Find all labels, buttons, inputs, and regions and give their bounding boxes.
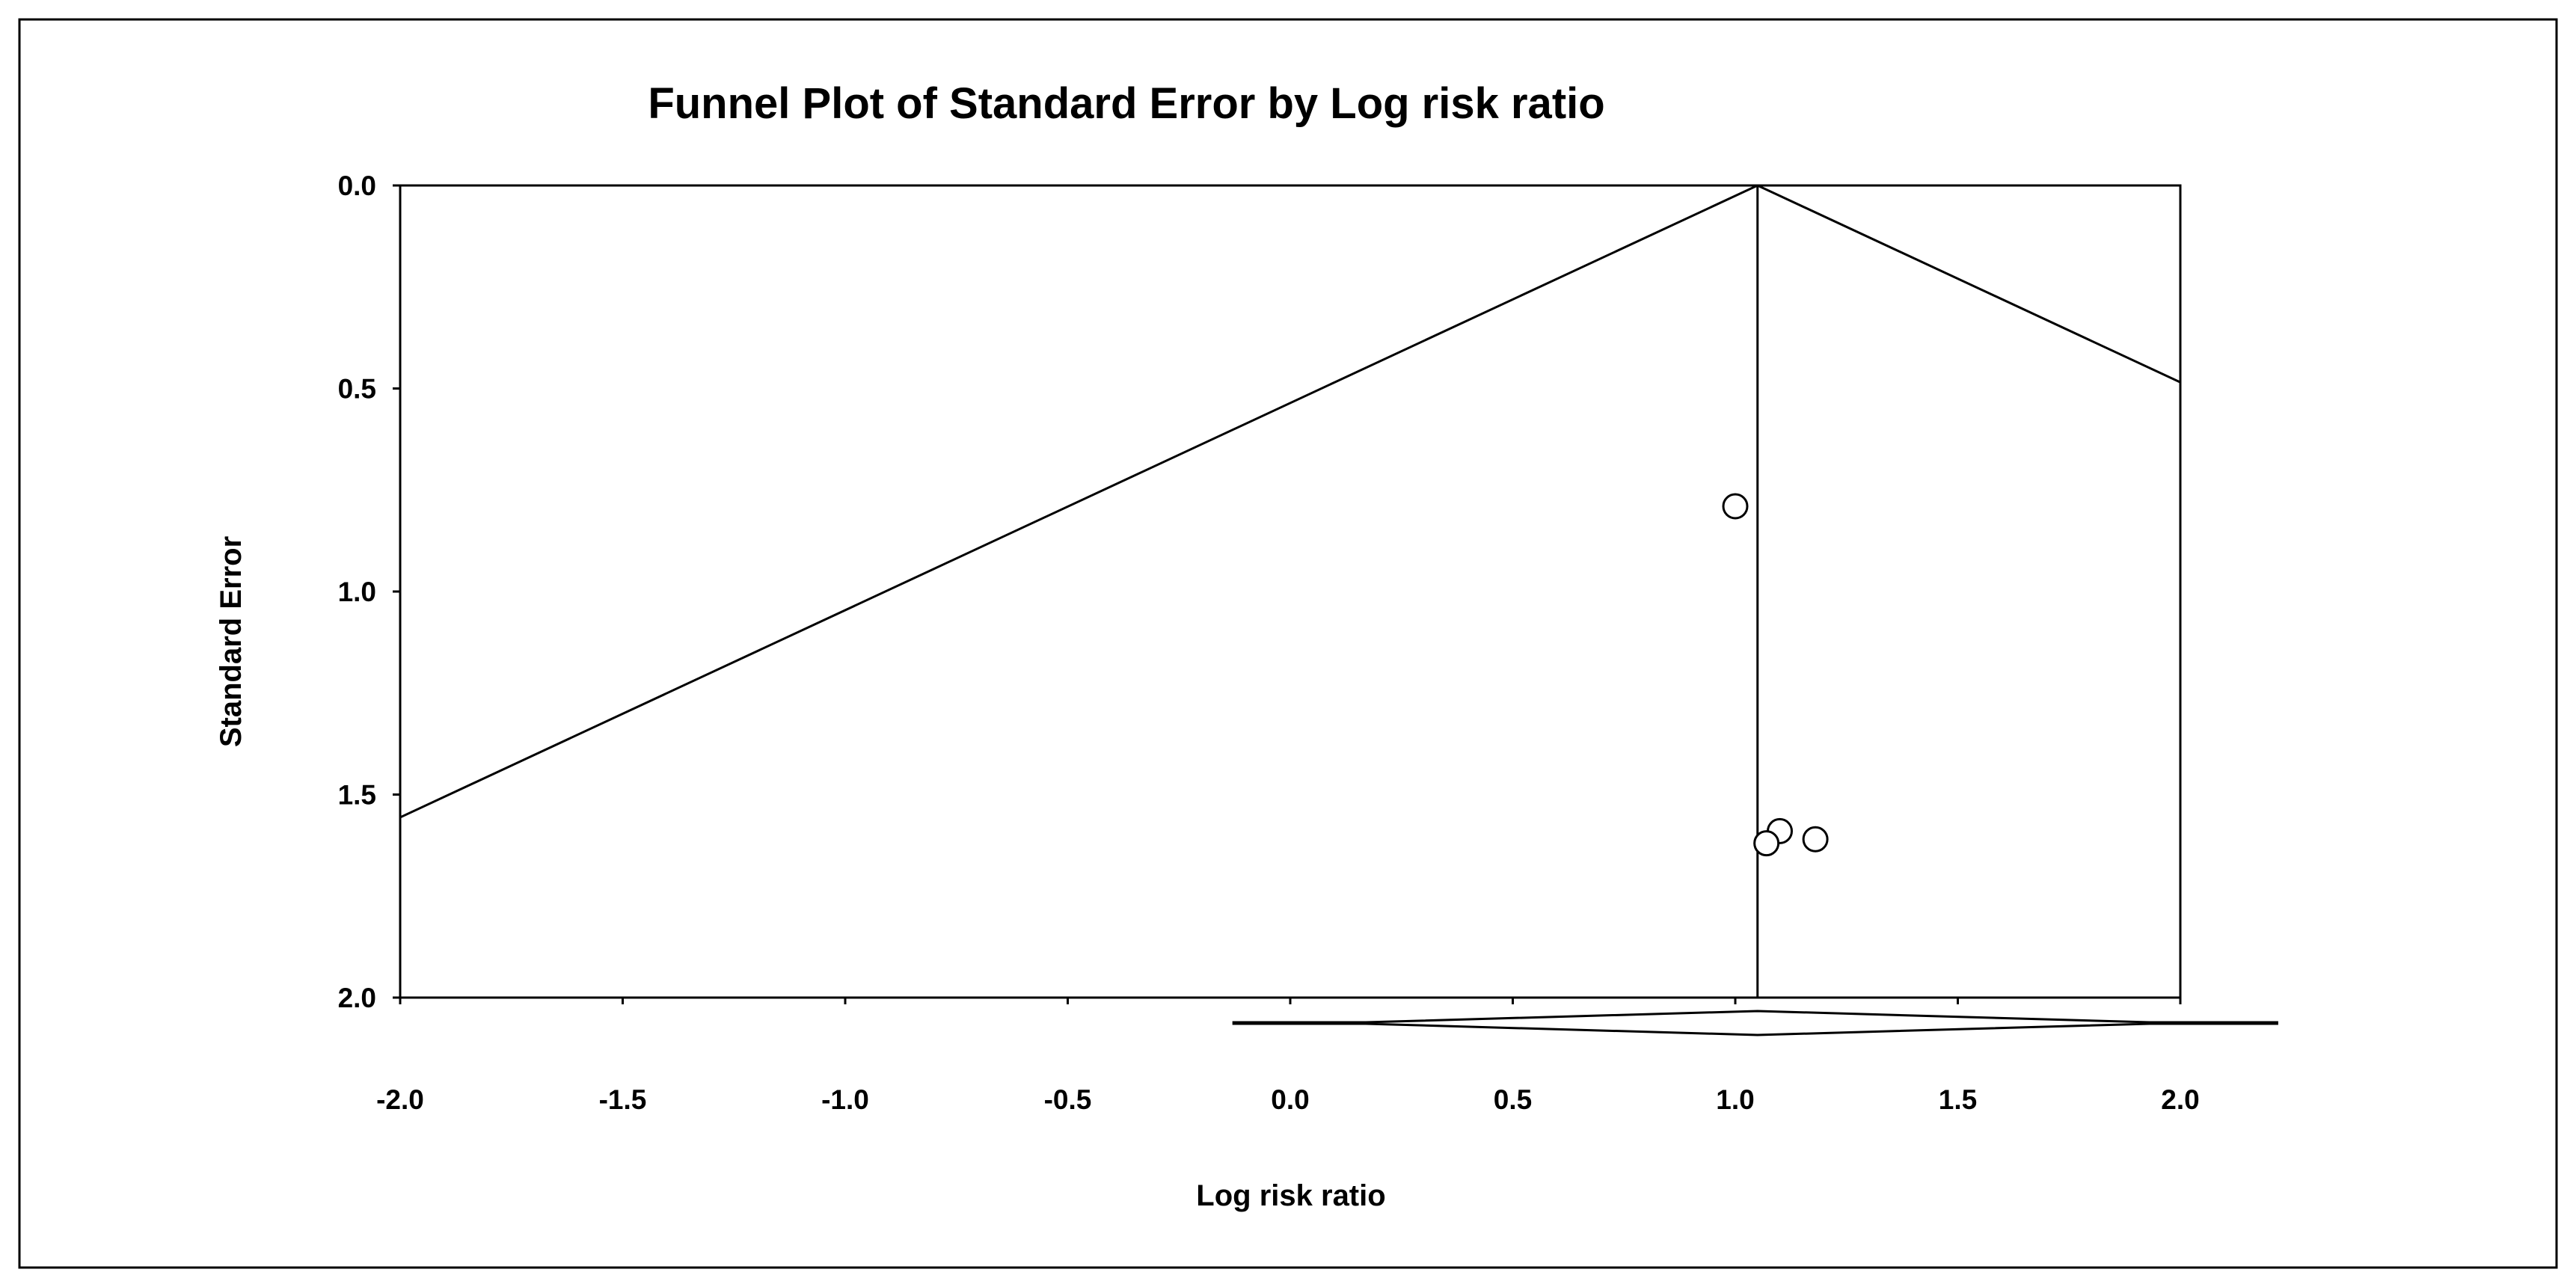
funnel-right-line xyxy=(1757,185,2180,384)
figure-frame xyxy=(18,18,2558,1269)
x-tick-label: 1.5 xyxy=(1939,1084,1977,1115)
y-tick-label: 0.5 xyxy=(338,374,376,405)
x-tick-label: 1.0 xyxy=(1716,1084,1754,1115)
x-axis-label: Log risk ratio xyxy=(1196,1179,1385,1212)
x-tick-label: -1.5 xyxy=(599,1084,647,1115)
y-tick-label: 1.0 xyxy=(338,577,376,607)
study-point xyxy=(1722,493,1749,520)
funnel-left-line xyxy=(400,185,1758,819)
x-tick-label: 2.0 xyxy=(2161,1084,2199,1115)
y-tick-label: 2.0 xyxy=(338,983,376,1013)
y-tick-label: 1.5 xyxy=(338,780,376,811)
chart-title: Funnel Plot of Standard Error by Log ris… xyxy=(648,79,1604,128)
y-axis-label: Standard Error xyxy=(215,536,248,747)
plot-area: 0.0 0.5 1.0 1.5 2.0 -2.0 -1.5 -1.0 -0.5 0.0 0.5 1.0… xyxy=(338,171,2278,1115)
y-tick-label: 0.0 xyxy=(338,171,376,201)
study-point xyxy=(1753,830,1780,857)
x-tick-label: -0.5 xyxy=(1044,1084,1092,1115)
x-tick-label: -1.0 xyxy=(821,1084,869,1115)
x-tick-label: 0.5 xyxy=(1494,1084,1532,1115)
summary-diamond xyxy=(1339,1010,2177,1036)
study-point xyxy=(1802,826,1829,853)
x-tick-label: -2.0 xyxy=(376,1084,424,1115)
x-tick-label: 0.0 xyxy=(1271,1084,1309,1115)
funnel-lines xyxy=(400,185,2180,819)
